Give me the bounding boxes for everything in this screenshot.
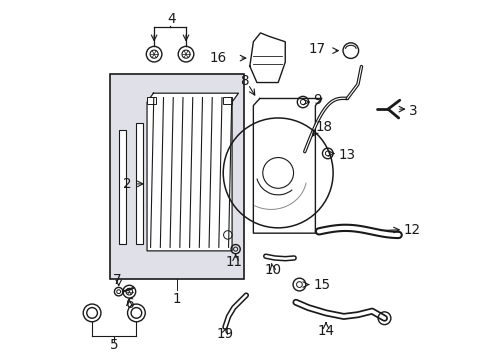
Bar	[136, 123, 142, 244]
Text: 1: 1	[173, 292, 181, 306]
Bar	[110, 74, 244, 279]
Text: 18: 18	[315, 120, 332, 134]
Text: 3: 3	[408, 104, 417, 118]
Text: 8: 8	[240, 74, 248, 88]
Text: 11: 11	[225, 255, 242, 269]
Polygon shape	[249, 33, 285, 82]
Polygon shape	[147, 93, 238, 251]
Text: 2: 2	[123, 177, 132, 191]
Text: 13: 13	[338, 148, 355, 162]
Text: 10: 10	[264, 264, 281, 278]
Text: 15: 15	[313, 278, 330, 292]
Text: 9: 9	[313, 93, 322, 107]
Bar	[223, 97, 232, 104]
Text: 17: 17	[308, 42, 325, 56]
Text: 5: 5	[110, 338, 118, 352]
Bar	[147, 97, 156, 104]
Bar	[119, 130, 126, 244]
Text: 19: 19	[216, 327, 233, 341]
Text: 12: 12	[403, 222, 420, 237]
Text: 14: 14	[317, 324, 334, 338]
Polygon shape	[253, 99, 321, 233]
Text: 7: 7	[112, 273, 121, 287]
Text: 6: 6	[126, 297, 134, 311]
Text: 16: 16	[209, 51, 226, 65]
Text: 4: 4	[167, 12, 176, 26]
